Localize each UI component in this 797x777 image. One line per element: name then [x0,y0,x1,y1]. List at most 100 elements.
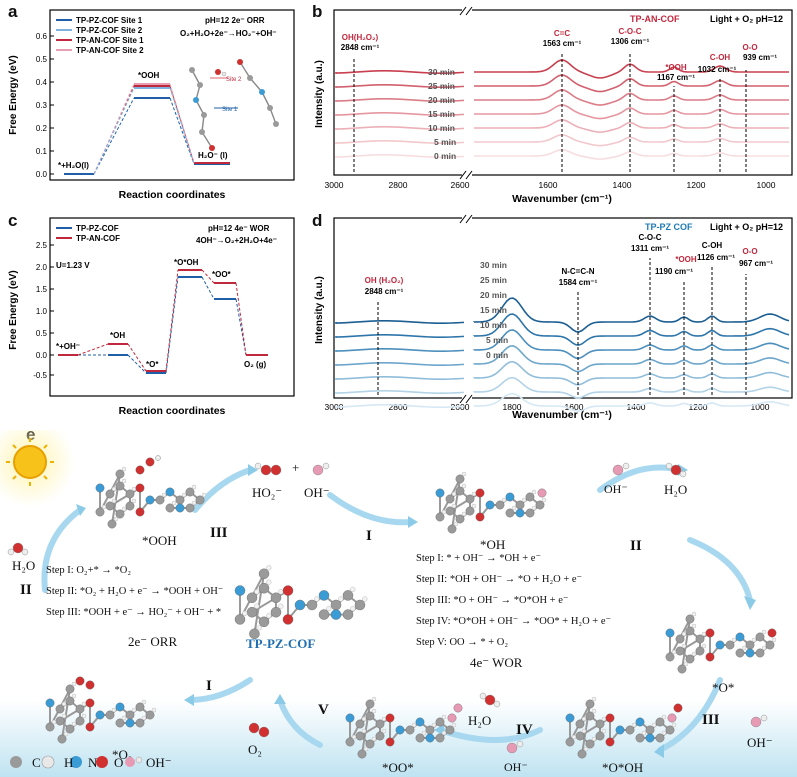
small-molecule-icon [7,542,29,556]
small-molecule-icon [479,692,501,708]
spectrum-curve [335,376,465,380]
xtick: 1800 [503,402,522,412]
spectrum-curve [473,392,790,412]
spectrum-curve [335,70,465,74]
peak-name: C-OH [702,241,723,250]
orr-step-3: Step III: *OOH + e⁻ → HO₂⁻ + OH⁻ + * [46,607,222,618]
panel-d-ylabel: Intensity (a.u.) [314,276,325,344]
spectrum-curve [335,362,465,366]
xtick: 1600 [539,180,558,190]
panel-b-ylabel: Intensity (a.u.) [314,60,325,128]
center-cof-label: TP-PZ-COF [246,636,316,651]
panel-d-chart: 3000 2800 2600 1800 1600 1400 1200 1000 … [314,214,793,420]
orr-step-I: I [206,678,212,694]
time-label: 20 min [480,290,507,300]
ytick: 0.1 [36,147,48,156]
spectrum-curve [335,334,465,338]
orr-step-1: Step I: O₂+* → *O₂ [46,565,131,576]
ytick: 2.0 [36,263,48,272]
potential-label: U=1.23 V [56,261,90,270]
state-label: H₂O⁻ (l) [198,151,228,160]
ytick: 0.5 [36,55,48,64]
time-label: 30 min [428,67,455,77]
ytick: 0.6 [36,32,48,41]
ytick: 0.5 [36,329,48,338]
small-molecule-icon [254,462,282,476]
panel-a-chart: 0.0 0.1 0.2 0.3 0.4 0.5 0.6 Free Energy … [8,9,295,201]
peak-name: OH (H₂O₂) [365,276,404,285]
orr-step-II: II [20,582,32,598]
state-label: *OO* [212,270,232,279]
arrow [192,467,253,513]
species-oo: *OO* [382,760,414,775]
orr-step-III: III [210,525,228,541]
spectrum-curve [474,104,789,120]
o2-gas: O₂ [248,742,262,757]
xtick: 1400 [613,180,632,190]
panel-a-reaction: O₂+H₂O+2e⁻→HO₂⁻+OH⁻ [180,29,276,38]
cof-molecule [435,471,547,534]
xtick: 1200 [687,180,706,190]
peak-name: OH(H₂O₂) [342,33,379,42]
xtick: 1000 [751,402,770,412]
state-label: *OH [110,331,125,340]
small-molecule-icon [612,462,630,476]
state-label: O₂ (g) [244,360,267,369]
ohm-reactant-4: OH⁻ [504,760,528,774]
peak-value: 1032 cm⁻¹ [698,65,737,74]
spectrum-curve [473,376,790,399]
wor-step-1: Step I: * + OH⁻ → *OH + e⁻ [416,553,542,564]
ohm-reactant-1: OH⁻ [604,482,628,496]
xtick: 3000 [325,402,344,412]
spectrum-curve [335,348,465,352]
spectrum-curve [473,297,790,333]
panel-d-condition: Light + O₂ pH=12 [710,222,783,232]
spectrum-curve [473,313,790,346]
legend-item: TP-AN-COF Site 1 [76,36,144,45]
peak-value: 1167 cm⁻¹ [657,73,695,82]
wor-step-V: V [318,702,329,718]
orr-step-2: Step II: *O₂ + H₂O + e⁻ → *OOH + OH⁻ [46,586,224,597]
state-label: *O* [146,360,159,369]
spectrum-curve [473,329,790,360]
plus-sign: + [292,460,300,475]
cof-molecule [665,611,777,674]
small-molecule-icon [506,740,524,754]
cof-molecule [345,696,463,759]
panel-c-chart: -0.5 0.0 0.5 1.0 1.5 2.0 2.5 Free Energy… [8,217,295,417]
wor-step-IV: IV [516,722,533,738]
time-label: 5 min [486,335,508,345]
wor-steps: Step I: * + OH⁻ → *OH + e⁻ Step II: *OH … [416,548,611,653]
peak-name: *OOH [675,255,697,264]
cof-molecule [95,455,207,529]
xtick: 2600 [451,180,470,190]
small-molecule-icon [248,722,270,738]
wor-title: 4e⁻ WOR [470,655,523,670]
peak-name: *OOH [665,63,687,72]
ytick: 0.2 [36,124,48,133]
peak-name: N-C=C-N [561,267,594,276]
spectrum-curve [335,404,465,408]
state-label: *+OH⁻ [56,342,80,351]
wor-step-4: Step IV: *O*OH + OH⁻ → *OO* + H₂O + e⁻ [416,616,612,627]
wor-step-3: Step III: *O + OH⁻ → *O*OH + e⁻ [416,595,569,606]
xtick: 3000 [325,180,344,190]
time-label: 10 min [480,320,507,330]
panel-a-xlabel: Reaction coordinates [119,189,226,201]
cof-molecule [565,696,683,759]
h2o-reactant: H₂O [12,558,36,573]
panel-c-reaction: 4OH⁻→O₂+2H₂O+4e⁻ [196,236,277,245]
time-label: 25 min [480,275,507,285]
spectrum-curve [474,134,789,147]
spectrum-curve [335,140,465,144]
molecule-structures [7,455,777,759]
ytick: 0.4 [36,78,48,87]
spectrum-curve [474,74,789,93]
peak-value: 939 cm⁻¹ [743,53,777,62]
panel-c-xlabel: Reaction coordinates [119,405,226,417]
orr-steps: Step I: O₂+* → *O₂ Step II: *O₂ + H₂O + … [46,560,223,623]
xtick: 1600 [565,402,584,412]
peak-name: O-O [742,247,757,256]
wor-step-2: Step II: *OH + OH⁻ → *O + H₂O + e⁻ [416,574,583,585]
